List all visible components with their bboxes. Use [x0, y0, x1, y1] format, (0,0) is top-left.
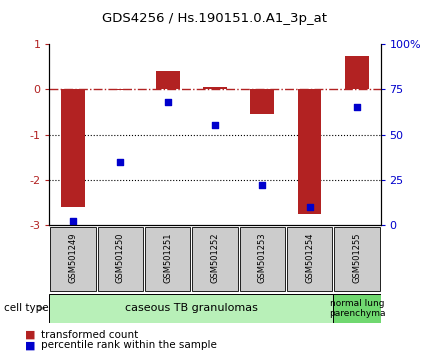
Text: GDS4256 / Hs.190151.0.A1_3p_at: GDS4256 / Hs.190151.0.A1_3p_at	[102, 12, 328, 25]
Bar	[203, 87, 227, 89]
Bar	[192, 227, 238, 291]
Bar	[345, 56, 369, 89]
Text: transformed count: transformed count	[41, 330, 138, 339]
Text: ■: ■	[25, 340, 35, 350]
Point	[164, 99, 171, 105]
Bar	[298, 89, 321, 213]
Text: GSM501254: GSM501254	[305, 233, 314, 283]
Bar	[49, 294, 333, 323]
Point	[259, 182, 266, 188]
Text: GSM501252: GSM501252	[211, 233, 219, 283]
Text: cell type: cell type	[4, 303, 49, 313]
Bar	[334, 227, 380, 291]
Text: GSM501251: GSM501251	[163, 233, 172, 283]
Bar	[50, 227, 96, 291]
Bar	[287, 227, 332, 291]
Text: GSM501250: GSM501250	[116, 233, 125, 283]
Bar	[240, 227, 285, 291]
Point	[70, 218, 77, 224]
Point	[306, 204, 313, 210]
Point	[117, 159, 124, 164]
Text: percentile rank within the sample: percentile rank within the sample	[41, 340, 217, 350]
Text: GSM501255: GSM501255	[353, 233, 361, 283]
Text: GSM501249: GSM501249	[69, 233, 77, 283]
Text: normal lung
parenchyma: normal lung parenchyma	[329, 299, 385, 318]
Bar	[250, 89, 274, 114]
Bar	[61, 89, 85, 207]
Text: GSM501253: GSM501253	[258, 233, 267, 283]
Bar	[333, 294, 381, 323]
Bar	[108, 89, 132, 90]
Bar	[145, 227, 190, 291]
Point	[353, 105, 360, 110]
Bar	[98, 227, 143, 291]
Bar	[156, 72, 180, 89]
Text: caseous TB granulomas: caseous TB granulomas	[125, 303, 258, 313]
Text: ■: ■	[25, 330, 35, 339]
Point	[212, 123, 218, 129]
